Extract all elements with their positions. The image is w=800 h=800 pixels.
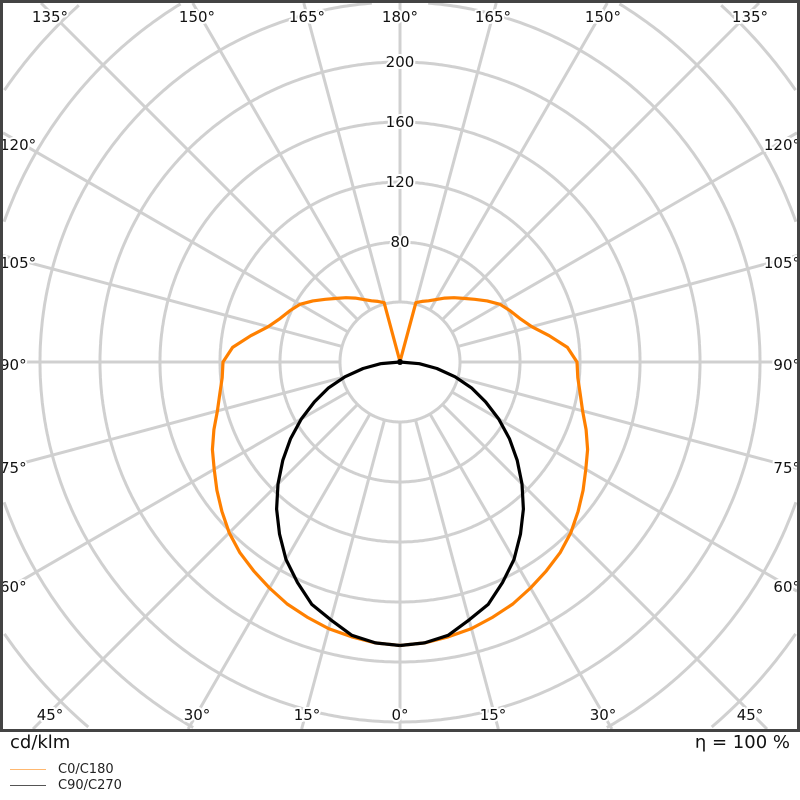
grid-spoke xyxy=(191,2,372,311)
grid-spoke xyxy=(441,403,769,731)
grid-spoke xyxy=(428,2,609,311)
angle-label-left: 105° xyxy=(0,254,36,272)
radial-tick-label: 80 xyxy=(390,233,409,251)
efficiency-label: η = 100 % xyxy=(694,732,790,753)
angle-label-top: 165° xyxy=(475,8,511,26)
angle-label-top: 180° xyxy=(382,8,418,26)
grid-spoke xyxy=(414,419,500,730)
radial-tick-label: 120 xyxy=(386,173,415,191)
grid-spoke xyxy=(414,2,498,305)
chart-frame xyxy=(0,0,800,732)
legend-label: C90/C270 xyxy=(58,778,122,793)
angle-label-right: 120° xyxy=(764,136,800,154)
angle-label-left: 120° xyxy=(0,136,36,154)
polar-grid xyxy=(2,1,798,731)
angle-label-bottom: 15° xyxy=(480,706,507,724)
angle-label-right: 75° xyxy=(773,459,800,477)
angle-label-bottom: 0° xyxy=(391,706,408,724)
angle-label-left: 90° xyxy=(0,356,27,374)
radial-tick-label: 200 xyxy=(386,53,415,71)
grid-spoke xyxy=(39,1,359,321)
angle-label-left: 60° xyxy=(0,578,27,596)
grid-spoke xyxy=(451,131,798,334)
angle-label-right: 60° xyxy=(773,578,800,596)
angle-label-top: 150° xyxy=(179,8,215,26)
angle-label-left: 75° xyxy=(0,459,27,477)
legend-item-c90: C90/C270 xyxy=(10,778,122,793)
angle-label-top: 135° xyxy=(732,8,768,26)
legend-item-c0: C0/C180 xyxy=(10,762,114,777)
legend-swatch-orange xyxy=(10,769,46,770)
grid-spoke xyxy=(2,376,343,470)
curves xyxy=(210,296,590,648)
grid-ring xyxy=(38,1,762,724)
angle-label-right: 105° xyxy=(764,254,800,272)
unit-label: cd/klm xyxy=(10,732,71,753)
angle-label-right: 90° xyxy=(773,356,800,374)
grid-spoke xyxy=(441,1,761,321)
grid-spoke xyxy=(302,2,386,305)
grid-spoke xyxy=(2,390,349,593)
axis-labels: 80 120 160 200 135° 150° 165° 180° 165° 150° 135° 4… xyxy=(0,6,800,726)
grid-spoke xyxy=(457,376,798,470)
grid-spoke xyxy=(457,254,798,348)
angle-label-bottom: 45° xyxy=(37,706,64,724)
grid-spoke xyxy=(186,413,372,730)
legend-label: C0/C180 xyxy=(58,762,114,777)
grid-spoke xyxy=(2,131,349,334)
grid-spoke xyxy=(300,419,386,730)
angle-label-bottom: 15° xyxy=(294,706,321,724)
angle-label-top: 165° xyxy=(289,8,325,26)
angle-label-bottom: 30° xyxy=(590,706,617,724)
grid-ring xyxy=(3,4,797,729)
angle-label-bottom: 30° xyxy=(184,706,211,724)
radial-tick-label: 160 xyxy=(386,113,415,131)
grid-ring xyxy=(2,2,798,729)
angle-label-top: 135° xyxy=(32,8,68,26)
grid-spoke xyxy=(451,390,798,593)
polar-chart: 80 120 160 200 135° 150° 165° 180° 165° 150° 135° 4… xyxy=(0,0,800,732)
grid-spoke xyxy=(2,254,343,348)
center-point xyxy=(397,359,403,365)
grid-spoke xyxy=(31,403,359,731)
grid-spoke xyxy=(428,413,614,730)
angle-label-bottom: 45° xyxy=(737,706,764,724)
legend-swatch-black xyxy=(10,785,46,786)
angle-label-top: 150° xyxy=(585,8,621,26)
